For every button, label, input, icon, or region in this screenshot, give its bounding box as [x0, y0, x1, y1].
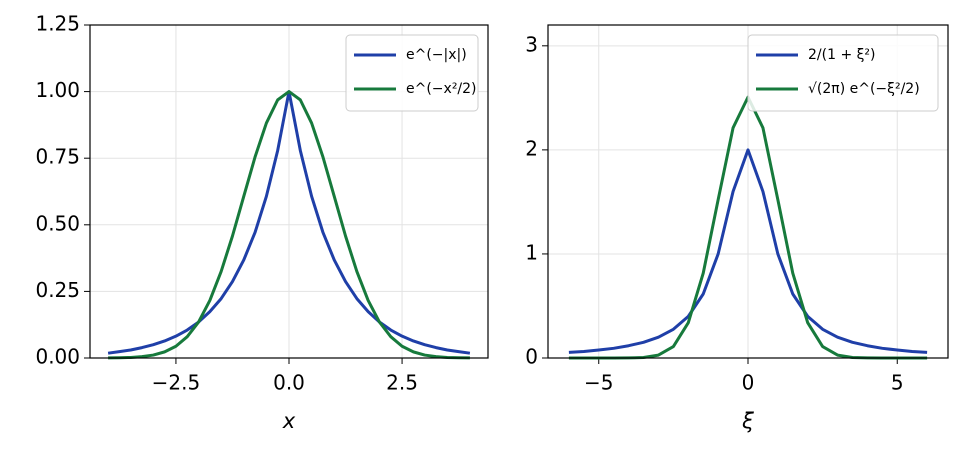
y-tick-label: 1: [525, 240, 538, 264]
y-tick-label: 0.25: [35, 278, 80, 302]
legend-label: √(2π) e^(−ξ²/2): [808, 81, 920, 97]
plot-frame: [547, 24, 949, 359]
y-tick-label: 0.75: [35, 145, 80, 169]
y-tick-label: 1.00: [35, 78, 80, 102]
y-tick-label: 0.00: [35, 345, 80, 369]
plot-frame: [89, 24, 489, 359]
x-tick-label: 5: [891, 371, 904, 395]
y-tick-label: 0: [525, 345, 538, 369]
y-tick-label: 0.50: [35, 211, 80, 235]
x-tick-label: 0: [742, 371, 755, 395]
y-tick-label: 1.25: [35, 12, 80, 36]
y-tick-label: 3: [525, 32, 538, 56]
legend-label: e^(−x²/2): [406, 81, 477, 97]
x-tick-label: −5: [584, 371, 613, 395]
legend-label: e^(−|x|): [406, 47, 467, 63]
legend-label: 2/(1 + ξ²): [808, 47, 876, 63]
x-tick-label: 0.0: [273, 371, 305, 395]
x-tick-label: −2.5: [152, 371, 201, 395]
x-axis-label: ξ: [741, 409, 754, 433]
y-tick-label: 2: [525, 136, 538, 160]
x-axis-label: x: [282, 409, 296, 433]
series-line: [108, 90, 470, 360]
series-line: [568, 148, 928, 354]
x-tick-label: 2.5: [386, 371, 418, 395]
